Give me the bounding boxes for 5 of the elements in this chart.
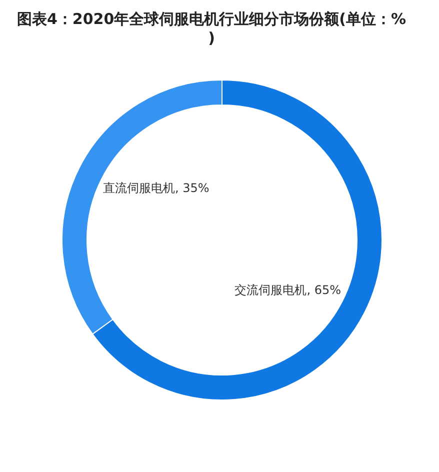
data-label: , 35% bbox=[174, 181, 210, 196]
chart-title: 图表4：2020年全球伺服电机行业细分市场份额(单位：%) bbox=[16, 10, 406, 47]
slice-label: 交流伺服电机 bbox=[234, 283, 307, 298]
data-label: , 65% bbox=[306, 283, 342, 298]
slice-label: 直流伺服电机 bbox=[102, 181, 175, 196]
